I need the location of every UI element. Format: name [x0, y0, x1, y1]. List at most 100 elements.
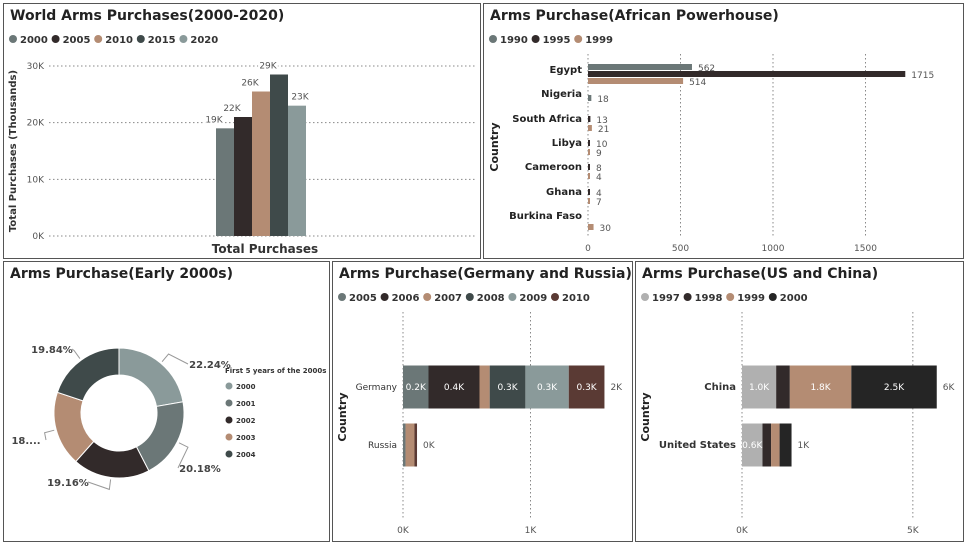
- bar-2007: [405, 423, 415, 467]
- total-label: 2K: [610, 383, 623, 393]
- panel-title: Arms Purchase(US and China): [642, 266, 879, 282]
- legend-swatch: [726, 293, 735, 301]
- y-tick-label: 30K: [27, 62, 45, 72]
- bar-1995: [588, 71, 906, 77]
- panel-title: Arms Purchase(Early 2000s): [10, 266, 234, 282]
- slice-label: 18....: [11, 436, 40, 447]
- legend-swatch: [683, 293, 692, 301]
- total-label: 0K: [423, 441, 436, 451]
- bar-2007: [479, 365, 490, 409]
- bar-2005: [234, 117, 252, 236]
- data-label: 22K: [223, 104, 241, 114]
- bar-1997: [742, 365, 777, 409]
- bar-2008: [489, 365, 526, 409]
- leader-line: [43, 429, 55, 441]
- legend-swatch: [338, 293, 346, 301]
- bar-1995: [588, 140, 590, 146]
- data-label: 10: [596, 140, 608, 150]
- category-label: United States: [659, 440, 736, 451]
- legend-swatch: [225, 416, 233, 424]
- early-2000s-panel: Arms Purchase(Early 2000s) 22.24% 20.18% 1…: [3, 261, 330, 542]
- legend-label: 1990: [500, 35, 528, 46]
- data-label: 30: [600, 224, 612, 234]
- panel-title: Arms Purchase(African Powerhouse): [490, 8, 779, 24]
- data-label: 8: [596, 164, 602, 174]
- legend-swatch: [489, 35, 497, 43]
- bar-1999: [588, 173, 590, 179]
- category-label: Germany: [356, 383, 398, 393]
- slice-label: 22.24%: [189, 360, 231, 371]
- data-label: 18: [597, 95, 609, 105]
- bar-1998: [762, 423, 772, 467]
- data-label: 0.4K: [444, 383, 465, 393]
- legend-swatch: [9, 35, 17, 43]
- legend-swatch: [574, 35, 583, 43]
- legend-swatch: [225, 450, 233, 458]
- bar-2009: [525, 365, 569, 409]
- legend-swatch: [179, 35, 188, 43]
- legend-swatch: [225, 382, 233, 390]
- legend-label: 2006: [392, 293, 420, 304]
- bar-2006: [428, 365, 480, 409]
- legend-swatch: [641, 293, 649, 301]
- data-label: 2.5K: [884, 383, 905, 393]
- bar-1995: [588, 164, 590, 170]
- legend-label: 1999: [585, 35, 613, 46]
- bar-2005: [403, 365, 429, 409]
- total-label: 6K: [943, 383, 956, 393]
- legend-label: 2010: [562, 293, 590, 304]
- category-label: South Africa: [512, 114, 582, 125]
- world-purchases-panel: World Arms Purchases(2000-2020) 2000 2005…: [3, 3, 481, 259]
- data-label: 9: [596, 149, 602, 159]
- legend-label: 2007: [434, 293, 462, 304]
- legend-label: 1995: [543, 35, 571, 46]
- bar-1998: [776, 365, 790, 409]
- bar-1999: [789, 365, 852, 409]
- y-tick-label: 10K: [27, 175, 45, 185]
- germany-russia-chart: 2005 2006 2007 2008 2009 2010 0K 1K Country Germa…: [336, 293, 623, 536]
- legend-swatch: [51, 35, 60, 43]
- x-tick-label: 0: [585, 244, 591, 254]
- data-label: 29K: [259, 62, 277, 72]
- leader-line: [161, 353, 189, 365]
- bar-1999: [588, 224, 594, 230]
- x-tick-label: 5K: [907, 526, 920, 536]
- bar-1990: [588, 95, 592, 101]
- bar-2015: [270, 74, 288, 236]
- y-tick-label: 20K: [27, 119, 45, 129]
- legend-swatch: [423, 293, 432, 301]
- bar-1997: [742, 423, 763, 467]
- legend-swatch: [136, 35, 145, 43]
- legend-label: 1997: [652, 293, 680, 304]
- y-axis-label: Total Purchases (Thousands): [8, 70, 19, 232]
- total-label: 1K: [798, 441, 811, 451]
- legend-label: 2001: [236, 400, 256, 408]
- data-label: 562: [698, 64, 715, 74]
- category-label: Russia: [368, 441, 397, 451]
- panel-title: World Arms Purchases(2000-2020): [10, 8, 285, 24]
- us-china-panel: Arms Purchase(US and China) 1997 1998 1999…: [635, 261, 964, 542]
- legend-swatch: [551, 293, 559, 301]
- legend-swatch: [508, 293, 517, 301]
- legend-title: First 5 years of the 2000s: [225, 367, 326, 375]
- data-label: 0.3K: [537, 383, 558, 393]
- bar-1995: [588, 116, 591, 122]
- leader-line: [71, 348, 81, 359]
- legend-label: 2004: [236, 451, 256, 459]
- legend-swatch: [768, 293, 777, 301]
- data-label: 0.3K: [576, 383, 597, 393]
- x-tick-label: 1K: [525, 526, 538, 536]
- category-label: Egypt: [550, 65, 583, 76]
- legend-label: 2009: [519, 293, 547, 304]
- category-label: Libya: [552, 138, 582, 149]
- y-axis-label: Country: [336, 392, 349, 441]
- legend-swatch: [531, 35, 540, 43]
- slice-label: 19.84%: [31, 345, 73, 356]
- legend-swatch: [225, 433, 233, 441]
- y-axis-label: Country: [488, 122, 501, 171]
- germany-russia-panel: Arms Purchase(Germany and Russia) 2005 20…: [332, 261, 633, 542]
- data-label: 4: [596, 173, 602, 183]
- legend-label: 2002: [236, 417, 256, 425]
- legend-swatch: [380, 293, 389, 301]
- bar-1999: [588, 125, 592, 131]
